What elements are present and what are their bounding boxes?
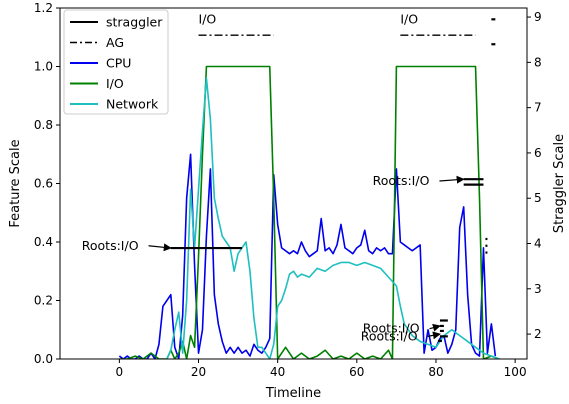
y-left-tick-label: 0.0 <box>34 352 53 366</box>
annotation-arrow <box>429 323 441 332</box>
annotation-label: Roots:I/O <box>82 238 139 253</box>
series-line-cpu <box>118 153 497 359</box>
legend-label: I/O <box>106 76 124 91</box>
y-left-tick-label: 1.2 <box>34 1 53 15</box>
y-left-tick-label: 1.0 <box>34 60 53 74</box>
legend-label: straggler <box>106 15 163 30</box>
annotation-label: Roots:I/O <box>361 328 418 343</box>
y-right-tick-label: 8 <box>534 55 542 69</box>
y-left-tick-label: 0.6 <box>34 177 53 191</box>
annotation-label: I/O <box>199 11 217 26</box>
annotation-label: Roots:I/O <box>363 321 420 336</box>
series-line-network <box>166 77 500 359</box>
y-right-tick-label: 5 <box>534 191 542 205</box>
x-axis-label: Timeline <box>265 386 321 401</box>
series-line-i-o <box>119 65 500 359</box>
annotation-label: Roots:I/O <box>373 173 430 188</box>
y-right-tick-label: 7 <box>534 101 542 115</box>
legend-box <box>63 9 169 115</box>
x-tick-label: 80 <box>428 365 443 379</box>
y-right-tick-label: 4 <box>534 237 542 251</box>
annotation-arrow <box>427 331 441 340</box>
annotation-arrow <box>439 175 465 184</box>
y-left-tick-label: 0.4 <box>34 235 53 249</box>
annotation-label: I/O <box>400 11 418 26</box>
axes-layer: 0 20 40 60 80 100 0.0 0.2 0.4 0.6 0.8 1.0 1.2 2 3 4 5 6 7 8… <box>8 1 567 401</box>
y-left-tick-label: 0.8 <box>34 118 53 132</box>
y-right-tick-label: 2 <box>534 327 542 341</box>
y-right-tick-label: 9 <box>534 10 542 24</box>
annotation-arrow <box>148 243 172 252</box>
y-right-axis-label: Straggler Scale <box>552 134 567 233</box>
x-tick-label: 100 <box>504 365 527 379</box>
y-left-tick-label: 0.2 <box>34 294 53 308</box>
legend-label: Network <box>106 97 159 112</box>
legend-label: AG <box>106 35 124 50</box>
y-left-axis-label: Feature Scale <box>8 139 23 227</box>
data-layer <box>118 18 500 359</box>
x-tick-label: 20 <box>191 365 206 379</box>
legend: straggler AG CPU I/O Network <box>63 9 169 115</box>
x-tick-label: 0 <box>116 365 124 379</box>
legend-label: CPU <box>106 56 131 71</box>
annotation-layer: I/O I/ORoots:I/ORoots:I/ORoots:I/ORoots:I… <box>82 11 465 343</box>
y-right-tick-label: 3 <box>534 282 542 296</box>
x-tick-label: 60 <box>349 365 364 379</box>
y-right-tick-label: 6 <box>534 146 542 160</box>
x-tick-label: 40 <box>270 365 285 379</box>
